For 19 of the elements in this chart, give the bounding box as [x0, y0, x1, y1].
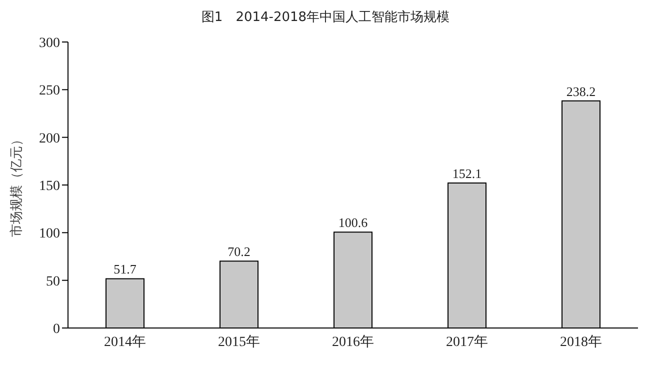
- y-tick-label: 50: [46, 274, 60, 290]
- x-tick-label: 2017年: [446, 334, 488, 350]
- data-label: 100.6: [338, 215, 368, 230]
- x-tick-label: 2016年: [332, 334, 374, 350]
- chart-title: 图1 2014-2018年中国人工智能市场规模: [200, 9, 451, 27]
- y-tick-label: 0: [53, 322, 60, 337]
- y-tick-label: 250: [39, 84, 60, 99]
- data-label: 51.7: [114, 262, 137, 277]
- y-tick-label: 200: [39, 131, 60, 146]
- y-tick-label: 150: [39, 178, 60, 194]
- data-label: 70.2: [228, 244, 250, 260]
- x-tick-label: 2018年: [560, 334, 602, 350]
- x-tick-label: 2015年: [218, 334, 260, 350]
- y-tick-label: 300: [39, 36, 60, 51]
- data-label: 238.2: [566, 84, 596, 99]
- y-tick-label: 100: [39, 226, 60, 242]
- y-axis-title: 市场规模（亿元）: [8, 133, 24, 237]
- x-tick-label: 2014年: [104, 334, 146, 350]
- data-label: 152.1: [452, 166, 482, 181]
